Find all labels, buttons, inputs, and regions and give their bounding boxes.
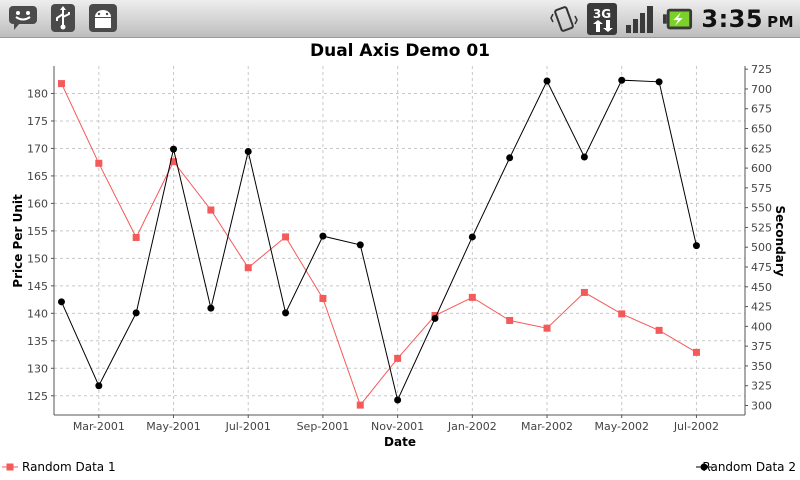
data-point-random-data-1	[95, 159, 103, 167]
data-point-random-data-2	[618, 76, 626, 84]
data-point-random-data-1	[170, 158, 178, 166]
right-y-tick-label: 650	[751, 123, 772, 136]
right-y-tick-label: 625	[751, 142, 772, 155]
x-tick-label: Mar-2001	[73, 420, 125, 433]
legend: Random Data 1 Random Data 2	[2, 460, 796, 474]
left-y-tick-label: 175	[27, 115, 48, 128]
x-tick-label: Jan-2002	[447, 420, 497, 433]
data-point-random-data-2	[356, 241, 364, 249]
x-tick-label: Mar-2002	[521, 420, 573, 433]
vibrate-icon	[549, 4, 579, 34]
data-point-random-data-2	[580, 153, 588, 161]
data-point-random-data-1	[282, 233, 290, 241]
data-point-random-data-2	[431, 314, 439, 322]
data-point-random-data-2	[282, 309, 290, 317]
data-point-random-data-2	[468, 233, 476, 241]
left-y-tick-label: 170	[27, 142, 48, 155]
usb-icon	[48, 3, 78, 33]
left-y-tick-label: 180	[27, 87, 48, 100]
left-y-tick-label: 125	[27, 390, 48, 403]
data-point-random-data-1	[468, 293, 476, 301]
right-y-tick-label: 550	[751, 202, 772, 215]
data-point-random-data-2	[57, 298, 65, 306]
left-y-axis-label: Price Per Unit	[11, 194, 25, 288]
left-y-tick-label: 165	[27, 170, 48, 183]
legend-label-random-data-1: Random Data 1	[22, 460, 116, 474]
right-y-tick-label: 500	[751, 241, 772, 254]
data-point-random-data-1	[394, 354, 402, 362]
clock: 3:35 PM	[701, 5, 794, 33]
right-y-tick-label: 525	[751, 221, 772, 234]
right-y-tick-label: 475	[751, 261, 772, 274]
x-tick-label: Sep-2001	[297, 420, 350, 433]
right-y-tick-label: 450	[751, 281, 772, 294]
left-y-tick-label: 130	[27, 362, 48, 375]
dual-axis-chart: Dual Axis Demo 01 125 130 135 140 145 150 155 1…	[0, 38, 800, 480]
data-point-random-data-1	[692, 348, 700, 356]
right-y-tick-label: 600	[751, 162, 772, 175]
legend-marker-random-data-2	[700, 463, 708, 471]
signal-icon	[625, 4, 655, 34]
data-point-random-data-1	[580, 288, 588, 296]
data-point-random-data-2	[132, 309, 140, 317]
right-y-tick-label: 400	[751, 320, 772, 333]
plot-area	[54, 66, 745, 415]
series-line-random-data-2	[61, 79, 697, 402]
series-random-data-2	[57, 76, 700, 404]
right-y-tick-label: 700	[751, 83, 772, 96]
right-y-tick-label: 575	[751, 182, 772, 195]
network-label: 3G	[593, 7, 611, 21]
data-point-random-data-1	[655, 326, 663, 334]
right-y-tick-label: 300	[751, 400, 772, 413]
right-y-tick-label: 675	[751, 103, 772, 116]
data-point-random-data-2	[207, 304, 215, 312]
data-point-random-data-1	[506, 316, 514, 324]
data-point-random-data-1	[57, 80, 65, 88]
x-tick-label: Jul-2002	[673, 420, 719, 433]
right-y-axis-label: Secondary	[773, 205, 787, 276]
left-y-tick-label: 145	[27, 280, 48, 293]
right-y-tick-label: 425	[751, 301, 772, 314]
3g-data-icon: 3G	[587, 3, 618, 35]
x-tick-label: May-2001	[146, 420, 201, 433]
left-y-tick-label: 155	[27, 225, 48, 238]
right-y-tick-label: 325	[751, 380, 772, 393]
x-tick-label: May-2002	[594, 420, 649, 433]
data-point-random-data-1	[356, 401, 364, 409]
left-y-tick-label: 160	[27, 197, 48, 210]
left-y-tick-label: 150	[27, 252, 48, 265]
left-y-tick-label: 135	[27, 335, 48, 348]
right-y-tick-label: 375	[751, 340, 772, 353]
data-point-random-data-1	[319, 294, 327, 302]
data-point-random-data-1	[244, 264, 252, 272]
data-point-random-data-1	[543, 324, 551, 332]
chat-icon	[8, 3, 38, 33]
android-debug-icon	[88, 3, 118, 33]
data-point-random-data-2	[655, 78, 663, 86]
data-point-random-data-2	[394, 396, 402, 404]
data-point-random-data-1	[618, 310, 626, 318]
right-y-tick-label: 725	[751, 63, 772, 76]
data-point-random-data-2	[95, 382, 103, 390]
data-point-random-data-2	[319, 232, 327, 240]
battery-charging-icon	[663, 4, 693, 34]
clock-time: 3:35	[701, 5, 764, 33]
x-axis-label: Date	[384, 435, 416, 449]
data-point-random-data-2	[244, 147, 252, 155]
data-point-random-data-2	[506, 154, 514, 162]
data-point-random-data-2	[543, 77, 551, 85]
clock-ampm: PM	[767, 13, 794, 31]
x-tick-label: Jul-2001	[225, 420, 271, 433]
data-point-random-data-2	[170, 145, 178, 153]
left-y-tick-label: 140	[27, 307, 48, 320]
status-bar: 3G 3:35 PM	[0, 0, 800, 38]
data-point-random-data-2	[692, 242, 700, 250]
data-point-random-data-1	[207, 206, 215, 214]
right-y-tick-label: 350	[751, 360, 772, 373]
chart-title: Dual Axis Demo 01	[310, 41, 490, 61]
x-tick-label: Nov-2001	[371, 420, 424, 433]
legend-label-random-data-2: Random Data 2	[702, 460, 796, 474]
legend-marker-random-data-1	[6, 463, 14, 471]
data-point-random-data-1	[132, 233, 140, 241]
